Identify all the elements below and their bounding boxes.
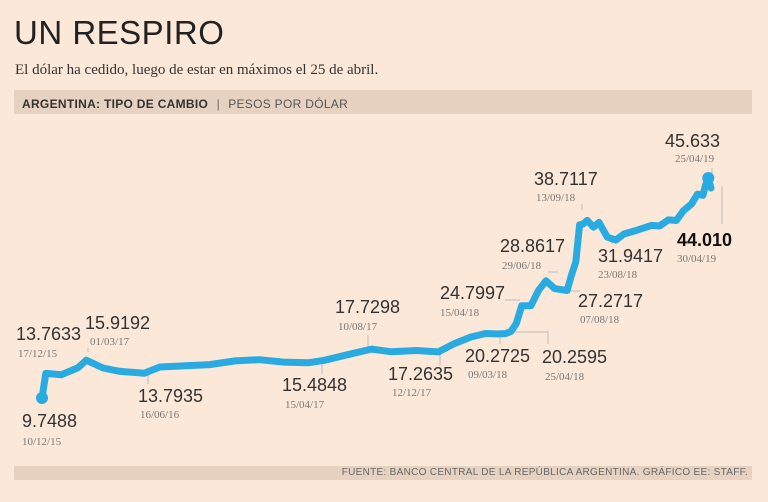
data-label-date: 23/08/18 <box>598 269 638 281</box>
data-label-value: 45.633 <box>665 131 720 151</box>
data-label-value: 17.7298 <box>335 297 400 317</box>
peak-point-marker <box>702 172 715 184</box>
data-label-date: 01/03/17 <box>90 336 130 348</box>
data-label-value: 9.7488 <box>22 411 77 431</box>
source-band: FUENTE: BANCO CENTRAL DE LA REPÚBLICA AR… <box>14 466 752 480</box>
data-label-value: 28.8617 <box>500 236 565 256</box>
data-label-date: 15/04/17 <box>285 399 325 411</box>
data-label-value: 20.2595 <box>542 347 607 367</box>
data-label-value: 44.010 <box>677 230 732 250</box>
data-label-date: 12/12/17 <box>392 387 432 399</box>
data-label-value: 38.7117 <box>534 169 598 189</box>
data-label-date: 16/06/16 <box>140 409 180 421</box>
data-label-date: 25/04/19 <box>675 153 715 165</box>
start-point-marker <box>36 392 48 404</box>
data-label-value: 31.9417 <box>598 246 663 266</box>
series-title: ARGENTINA: TIPO DE CAMBIO <box>22 96 209 111</box>
data-label-date: 07/08/18 <box>580 314 620 326</box>
data-label-value: 17.2635 <box>388 364 453 384</box>
data-label-value: 13.7935 <box>138 386 203 406</box>
source-note: FUENTE: BANCO CENTRAL DE LA REPÚBLICA AR… <box>341 467 748 478</box>
series-line-tipo-de-cambio <box>38 174 715 402</box>
band-separator: | <box>216 96 220 111</box>
data-label-date: 29/06/18 <box>502 260 542 272</box>
data-label-value: 15.4848 <box>282 375 347 395</box>
data-label-value: 20.2725 <box>465 346 530 366</box>
units-label: PESOS POR DÓLAR <box>228 96 349 111</box>
data-label-value: 27.2717 <box>578 291 643 311</box>
chart-subtitle: El dólar ha cedido, luego de estar en má… <box>15 62 379 78</box>
data-label-value: 13.7633 <box>16 324 81 344</box>
data-label-date: 15/04/18 <box>440 307 480 319</box>
data-label-date: 09/03/18 <box>468 369 508 381</box>
data-label-value: 24.7997 <box>440 283 505 303</box>
chart-header-band: ARGENTINA: TIPO DE CAMBIO | PESOS POR DÓ… <box>14 90 752 114</box>
data-label-date: 30/04/19 <box>677 253 717 265</box>
data-label-date: 25/04/18 <box>545 371 585 383</box>
data-label-value: 15.9192 <box>85 313 150 333</box>
leader-line <box>510 331 549 344</box>
chart-title: UN RESPIRO <box>14 14 225 51</box>
data-label-date: 13/09/18 <box>536 192 576 204</box>
data-label-date: 10/12/15 <box>22 436 62 448</box>
data-label-date: 10/08/17 <box>338 321 378 333</box>
data-label-date: 17/12/15 <box>18 348 58 360</box>
